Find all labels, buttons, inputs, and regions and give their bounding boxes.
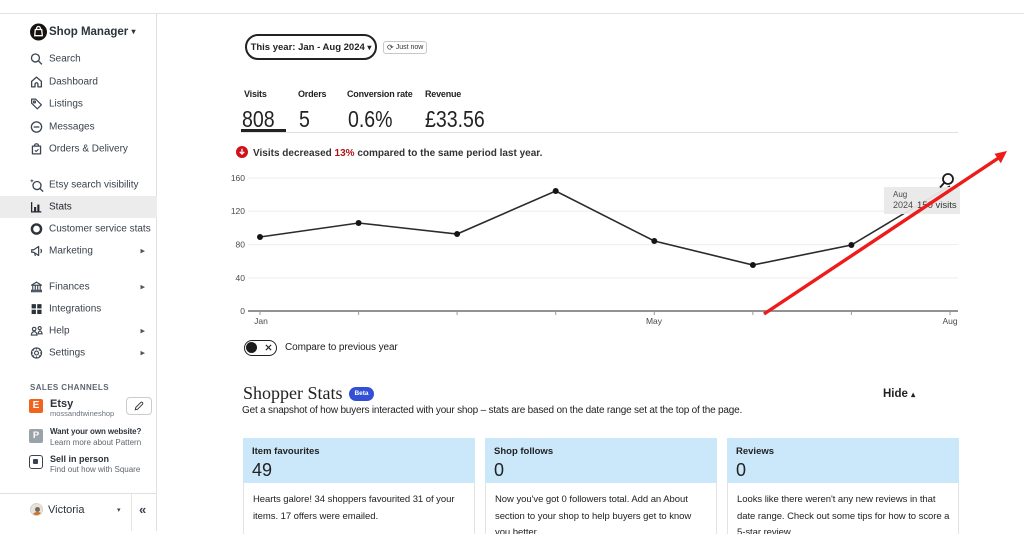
svg-text:2024: 2024 <box>893 200 913 210</box>
svg-text:120: 120 <box>231 206 245 216</box>
svg-text:160: 160 <box>231 173 245 183</box>
svg-text:Jan: Jan <box>254 316 268 326</box>
svg-text:40: 40 <box>236 273 246 283</box>
svg-text:80: 80 <box>236 240 246 250</box>
svg-text:0: 0 <box>240 306 245 316</box>
svg-text:Aug: Aug <box>893 190 907 199</box>
svg-text:Aug: Aug <box>942 316 957 326</box>
svg-text:May: May <box>646 316 663 326</box>
svg-text:150 visits: 150 visits <box>917 200 957 211</box>
